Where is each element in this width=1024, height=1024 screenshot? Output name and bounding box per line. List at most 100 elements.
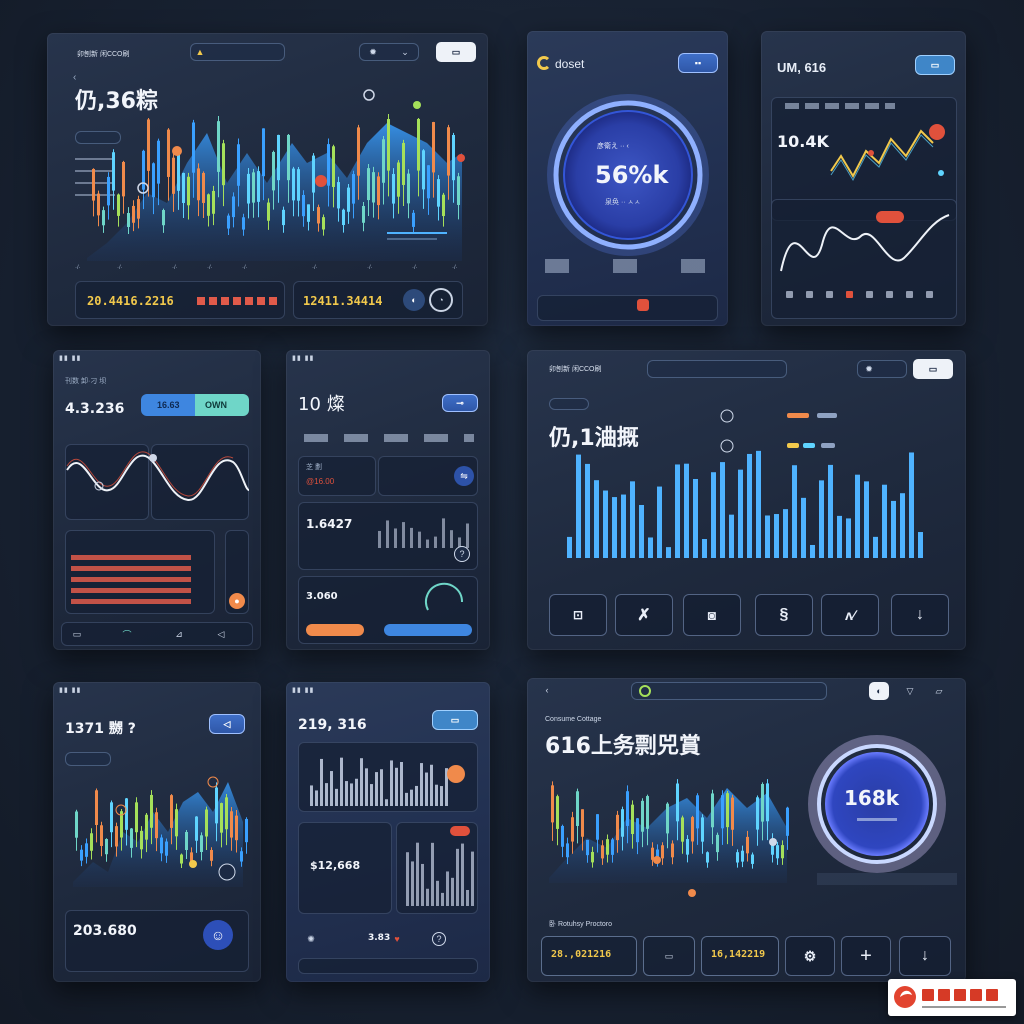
small-chip[interactable]: [549, 398, 589, 410]
search-pill[interactable]: [190, 43, 285, 61]
candle-body: [157, 140, 160, 184]
bar: [380, 769, 383, 806]
toggle-button[interactable]: ▪▪: [678, 53, 718, 73]
search-pill[interactable]: [647, 360, 787, 378]
candle-body: [237, 144, 240, 186]
status-dot-icon: [639, 685, 651, 697]
toolbar-button-chart[interactable]: ʌ∕: [821, 594, 879, 636]
row-icon[interactable]: ⇋: [454, 466, 474, 486]
candle-body: [225, 797, 228, 830]
tab-a[interactable]: 16.63: [157, 400, 180, 410]
download-button[interactable]: ↓: [899, 936, 951, 976]
gear-icon[interactable]: ✹: [369, 46, 377, 57]
settings-button[interactable]: ⚙: [785, 936, 835, 976]
chart-button[interactable]: ▭: [915, 55, 955, 75]
toggle-pill[interactable]: [359, 43, 419, 61]
bar: [864, 481, 869, 558]
bar: [365, 768, 368, 806]
nav-icon-b[interactable]: ⌒: [122, 629, 132, 640]
nav-icon-c[interactable]: ⊿: [175, 628, 183, 639]
candle-body: [422, 150, 425, 190]
toolbar-button-tools[interactable]: ✗: [615, 594, 673, 636]
bar: [441, 892, 444, 906]
bar: [410, 789, 413, 806]
settings-icon[interactable]: ✺: [307, 933, 315, 944]
bar: [350, 783, 353, 806]
refresh-icon[interactable]: ◐: [403, 289, 425, 311]
candle-body: [272, 151, 275, 191]
candle-body: [447, 127, 450, 176]
gear-icon[interactable]: ◐: [869, 682, 889, 700]
avatar-icon[interactable]: ☺: [203, 920, 233, 950]
candle-body: [267, 202, 270, 221]
bar: [360, 758, 363, 806]
info-icon[interactable]: ?: [432, 932, 446, 946]
candle-body: [701, 817, 704, 842]
search-pill[interactable]: [631, 682, 827, 700]
pill-orange[interactable]: [306, 624, 364, 636]
candle-body: [771, 839, 774, 855]
row-value: @16.00: [306, 477, 335, 486]
page-title: 仍,36粽: [75, 89, 158, 114]
toggle-pill[interactable]: [857, 360, 907, 378]
icon-panel[interactable]: [643, 936, 695, 976]
share-button[interactable]: ◁: [209, 714, 245, 734]
add-button[interactable]: +: [841, 936, 891, 976]
alert-icon[interactable]: [450, 826, 470, 836]
bar: [451, 877, 454, 906]
toolbar-dot-icon[interactable]: [637, 299, 649, 311]
candle-body: [207, 194, 210, 216]
bar: [440, 786, 443, 806]
bottom-arc: [425, 582, 464, 611]
filter-chip[interactable]: [65, 752, 111, 766]
tab-row[interactable]: [304, 434, 474, 442]
svg-text:·/·: ·/·: [452, 265, 458, 271]
candle-body: [661, 845, 664, 859]
heart-icon[interactable]: ♥: [394, 934, 400, 944]
bar: [410, 527, 413, 548]
bottom-toolbar: [537, 295, 718, 321]
candle-body: [651, 847, 654, 860]
pill-blue[interactable]: [384, 624, 472, 636]
candle-body: [282, 209, 285, 226]
candle-body: [571, 817, 574, 842]
bar: [666, 547, 671, 558]
nav-icon-a[interactable]: ▭: [72, 628, 82, 639]
triangle-icon[interactable]: ▽: [906, 685, 914, 696]
candle-body: [636, 818, 639, 843]
chart-button[interactable]: ▭: [432, 710, 478, 730]
action-button[interactable]: ▭: [436, 42, 476, 62]
bar: [774, 514, 779, 558]
candle-body: [215, 787, 218, 824]
back-chevron[interactable]: ‹: [73, 72, 77, 83]
slider-knob-icon[interactable]: ●: [229, 593, 245, 609]
svg-text:·/·: ·/·: [207, 265, 213, 271]
folder-icon[interactable]: ▱: [935, 685, 943, 696]
bar: [434, 536, 437, 548]
toolbar-button-chat[interactable]: ◙: [683, 594, 741, 636]
nav-icon-d[interactable]: ◁: [217, 628, 225, 639]
bar: [711, 472, 716, 558]
candle-body: [591, 851, 594, 863]
small-chip[interactable]: [75, 131, 121, 144]
svg-text:·/·: ·/·: [367, 265, 373, 271]
bar: [345, 781, 348, 806]
back-chevron-icon[interactable]: ‹: [545, 685, 549, 695]
ring-icon[interactable]: ◔: [429, 288, 453, 312]
toolbar-button-screen[interactable]: ⊡: [549, 594, 607, 636]
panel-value: 203.680: [73, 923, 137, 939]
gear-icon[interactable]: ✹: [865, 363, 873, 374]
toolbar-button-link[interactable]: §: [755, 594, 813, 636]
card-icon[interactable]: ▭: [664, 950, 674, 961]
chevron-down-icon[interactable]: ⌄: [401, 46, 409, 57]
action-button[interactable]: ▭: [913, 359, 953, 379]
bar: [421, 863, 424, 906]
tab-group[interactable]: [141, 394, 249, 416]
toolbar-button-download[interactable]: ↓: [891, 594, 949, 636]
bell-icon[interactable]: ▲: [195, 47, 205, 57]
tab-b[interactable]: OWN: [205, 400, 227, 410]
list-button[interactable]: ⊸: [442, 394, 478, 412]
info-icon[interactable]: ?: [454, 546, 470, 562]
card-header: 卯刨新 闲CCO刷: [77, 51, 130, 58]
wave-head: 刊数 卸·刁 坝: [65, 378, 107, 385]
